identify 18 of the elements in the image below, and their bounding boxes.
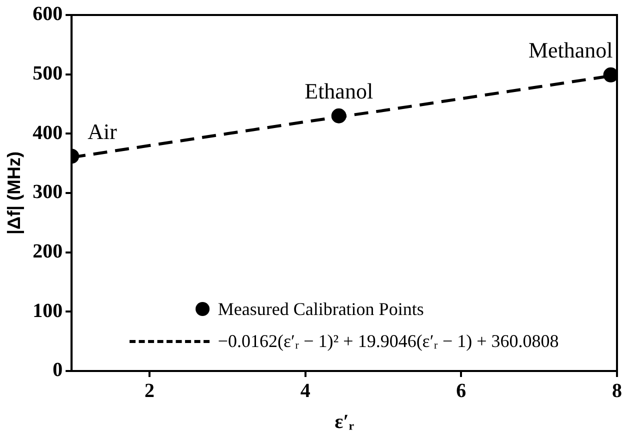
y-tick-label: 500 <box>32 62 63 85</box>
legend-label: −0.0162(ε′ᵣ − 1)² + 19.9046(ε′ᵣ − 1) + 360.0808 <box>218 330 559 352</box>
annotation: Methanol <box>528 38 613 63</box>
x-tick-label: 8 <box>612 380 622 402</box>
x-axis-title: ε′ᵣ <box>334 411 354 434</box>
x-tick-label: 6 <box>456 380 466 402</box>
y-axis-title: |Δf| (MHz) <box>4 152 24 234</box>
x-tick-label: 2 <box>144 380 155 402</box>
y-tick-label: 400 <box>32 122 63 144</box>
annotation: Ethanol <box>304 78 374 104</box>
y-tick-label: 100 <box>32 300 63 322</box>
y-tick-label: 300 <box>32 181 63 204</box>
y-tick-label: 600 <box>32 3 63 26</box>
annotation: Air <box>88 118 118 144</box>
x-tick-label: 4 <box>300 380 310 402</box>
y-tick-label: 0 <box>52 359 63 382</box>
y-tick-label: 200 <box>32 240 63 263</box>
legend-label: Measured Calibration Points <box>218 298 424 320</box>
